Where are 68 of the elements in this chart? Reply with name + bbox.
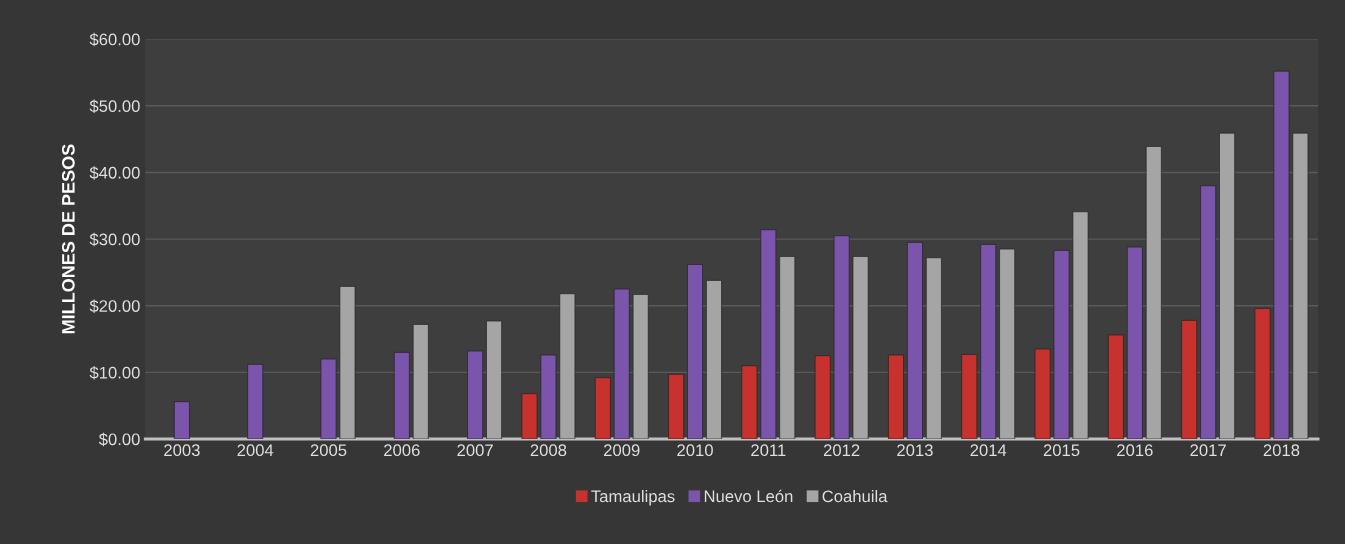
bar — [999, 248, 1016, 440]
y-tick-label: $60.00 — [89, 32, 140, 47]
bar — [907, 242, 923, 440]
legend-label: Coahuila — [822, 489, 888, 503]
bar — [467, 350, 484, 440]
bar — [852, 256, 869, 440]
y-tick-label: $40.00 — [89, 166, 140, 180]
bar — [1200, 185, 1217, 440]
x-tick-label: 2004 — [237, 444, 274, 457]
x-tick-label: 2014 — [970, 444, 1007, 457]
bar — [1053, 250, 1070, 440]
y-tick-label: $10.00 — [89, 366, 140, 380]
bar — [173, 401, 190, 440]
bar — [1292, 132, 1309, 440]
bar — [1254, 308, 1271, 440]
y-axis-title: MILLONES DE PESOS — [61, 144, 75, 334]
bar — [741, 365, 758, 440]
bar — [339, 286, 356, 440]
bar — [706, 280, 722, 440]
legend-label: Tamaulipas — [591, 489, 675, 506]
y-tick-label: $50.00 — [89, 99, 140, 113]
bar — [247, 364, 264, 440]
bar — [1072, 211, 1089, 440]
y-tick-label: $30.00 — [89, 232, 140, 247]
x-tick-label: 2013 — [897, 444, 933, 457]
bar — [1273, 70, 1290, 440]
bar — [760, 229, 777, 440]
x-tick-label: 2018 — [1263, 444, 1300, 457]
legend-label: Nuevo León — [704, 489, 793, 503]
bar — [668, 374, 685, 440]
x-tick-label: 2007 — [457, 444, 493, 457]
bar — [1126, 246, 1143, 440]
bar — [687, 264, 703, 440]
bar — [961, 354, 978, 440]
y-tick-label: $0.00 — [98, 432, 140, 447]
bar — [888, 354, 904, 440]
x-tick-label: 2010 — [677, 444, 713, 457]
bar — [1034, 348, 1051, 440]
bar — [393, 352, 410, 440]
bar — [1145, 146, 1162, 440]
x-tick-label: 2006 — [384, 444, 420, 457]
bar — [925, 257, 942, 440]
bar — [412, 324, 429, 440]
bar — [521, 393, 538, 440]
bar — [814, 355, 831, 440]
x-tick-label: 2008 — [530, 444, 567, 457]
x-tick-label: 2005 — [310, 444, 347, 457]
bar — [594, 377, 611, 440]
x-tick-label: 2009 — [604, 444, 640, 457]
x-tick-label: 2016 — [1117, 444, 1153, 457]
x-tick-label: 2012 — [823, 444, 860, 457]
x-tick-label: 2003 — [164, 444, 200, 457]
bar — [613, 288, 630, 440]
bar — [320, 358, 337, 440]
x-tick-label: 2011 — [751, 444, 786, 457]
bar — [833, 235, 850, 440]
bar — [1181, 320, 1198, 440]
bar — [540, 354, 557, 440]
x-tick-label: 2017 — [1190, 444, 1226, 457]
y-tick-label: $20.00 — [89, 299, 140, 313]
bar — [779, 256, 796, 440]
bar — [1219, 132, 1236, 440]
bar — [980, 244, 997, 440]
x-tick-label: 2015 — [1043, 444, 1080, 457]
bar — [486, 320, 502, 440]
bar — [559, 293, 576, 440]
bar — [1107, 334, 1124, 440]
bar — [632, 294, 649, 440]
